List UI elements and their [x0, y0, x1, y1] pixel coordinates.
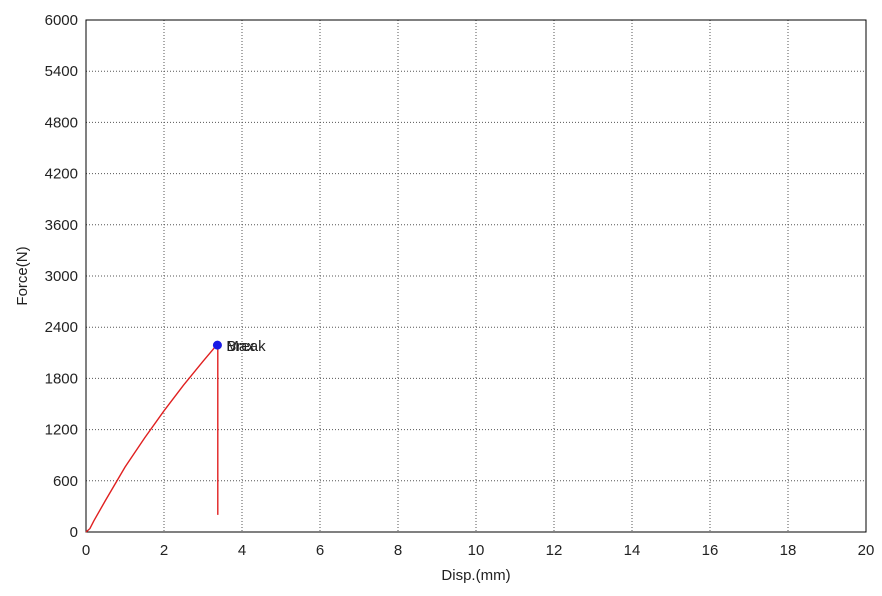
y-tick-label: 4800 — [45, 114, 78, 131]
y-axis-title: Force(N) — [14, 246, 31, 305]
y-tick-label: 5400 — [45, 63, 78, 80]
x-tick-label: 6 — [316, 542, 324, 559]
y-tick-label: 1800 — [45, 370, 78, 387]
x-tick-label: 4 — [238, 542, 246, 559]
x-axis-title: Disp.(mm) — [441, 567, 510, 584]
x-tick-label: 16 — [702, 542, 719, 559]
x-tick-label: 18 — [780, 542, 797, 559]
series-layer — [85, 344, 219, 533]
y-tick-label: 4200 — [45, 166, 78, 183]
point-label: Break — [226, 338, 266, 355]
x-tick-label: 2 — [160, 542, 168, 559]
x-tick-label: 14 — [624, 542, 641, 559]
point-label: Max — [226, 338, 255, 355]
y-tick-label: 3000 — [45, 268, 78, 285]
x-tick-label: 12 — [546, 542, 563, 559]
y-tick-label: 0 — [70, 524, 78, 541]
x-tick-label: 0 — [82, 542, 90, 559]
plot-frame — [85, 19, 867, 533]
y-tick-label: 6000 — [45, 12, 78, 29]
max-break-point — [212, 340, 222, 350]
y-tick-label: 2400 — [45, 319, 78, 336]
x-axis-ticks: 0 2 4 6 8 10 12 14 16 18 20 — [82, 542, 875, 559]
y-axis-ticks: 0 600 1200 1800 2400 3000 3600 4200 4800 5400 6000 — [45, 12, 78, 541]
x-tick-label: 10 — [468, 542, 485, 559]
x-tick-label: 8 — [394, 542, 402, 559]
y-tick-label: 1200 — [45, 422, 78, 439]
force-curve-line — [85, 344, 219, 533]
x-tick-label: 20 — [858, 542, 875, 559]
y-tick-label: 3600 — [45, 217, 78, 234]
grid — [86, 20, 866, 532]
y-tick-label: 600 — [53, 473, 78, 490]
